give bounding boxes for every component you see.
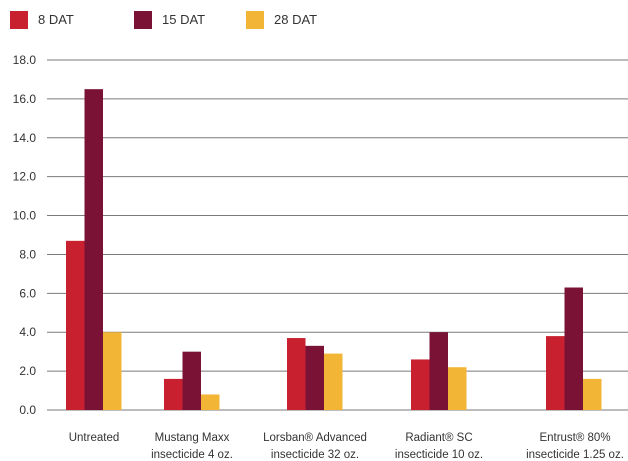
bar-28-dat <box>201 394 220 410</box>
bar-28-dat <box>324 353 343 410</box>
y-tick-label: 14.0 <box>13 131 37 145</box>
x-category-label: Entrust® 80% insecticide 1.25 oz. <box>526 432 624 461</box>
x-category-label: Radiant® SC insecticide 10 oz. <box>395 432 483 461</box>
bar-28-dat <box>103 332 122 410</box>
bar-28-dat <box>583 378 602 410</box>
y-tick-label: 2.0 <box>19 364 36 378</box>
bar-8-dat <box>164 378 183 410</box>
bar-15-dat <box>429 332 448 410</box>
legend-swatch-15dat <box>134 11 152 29</box>
bar-15-dat <box>564 287 583 410</box>
bar-8-dat <box>546 336 565 410</box>
legend-label-15dat: 15 DAT <box>162 12 206 27</box>
y-tick-label: 0.0 <box>19 403 36 417</box>
bar-8-dat <box>66 240 85 410</box>
legend-swatch-8dat <box>10 11 28 29</box>
bar-15-dat <box>305 345 324 410</box>
x-category-label: Mustang Maxx insecticide 4 oz. <box>151 432 233 461</box>
bar-15-dat <box>84 89 103 411</box>
x-category-label: Untreated <box>69 432 120 444</box>
y-tick-label: 16.0 <box>13 92 37 106</box>
y-tick-label: 10.0 <box>13 209 37 223</box>
x-axis-category-labels: Untreated Mustang Maxx insecticide 4 oz. Lo… <box>69 432 624 461</box>
y-tick-label: 4.0 <box>19 325 36 339</box>
legend-label-8dat: 8 DAT <box>38 12 74 27</box>
y-tick-label: 8.0 <box>19 247 36 261</box>
bar-8-dat <box>411 359 430 410</box>
bar-15-dat <box>182 351 201 410</box>
y-tick-label: 6.0 <box>19 286 36 300</box>
y-axis-tick-labels: 0.0 2.0 4.0 6.0 8.0 10.0 12.0 14.0 16.0 18.0 <box>13 53 37 417</box>
legend-swatch-28dat <box>246 11 264 29</box>
legend-label-28dat: 28 DAT <box>274 12 318 27</box>
bars <box>66 89 602 411</box>
y-tick-label: 12.0 <box>13 170 37 184</box>
x-category-label: Lorsban® Advanced insecticide 32 oz. <box>263 432 367 461</box>
y-tick-label: 18.0 <box>13 53 37 67</box>
bar-28-dat <box>448 367 467 410</box>
bar-8-dat <box>287 338 306 410</box>
gridlines <box>47 59 628 411</box>
